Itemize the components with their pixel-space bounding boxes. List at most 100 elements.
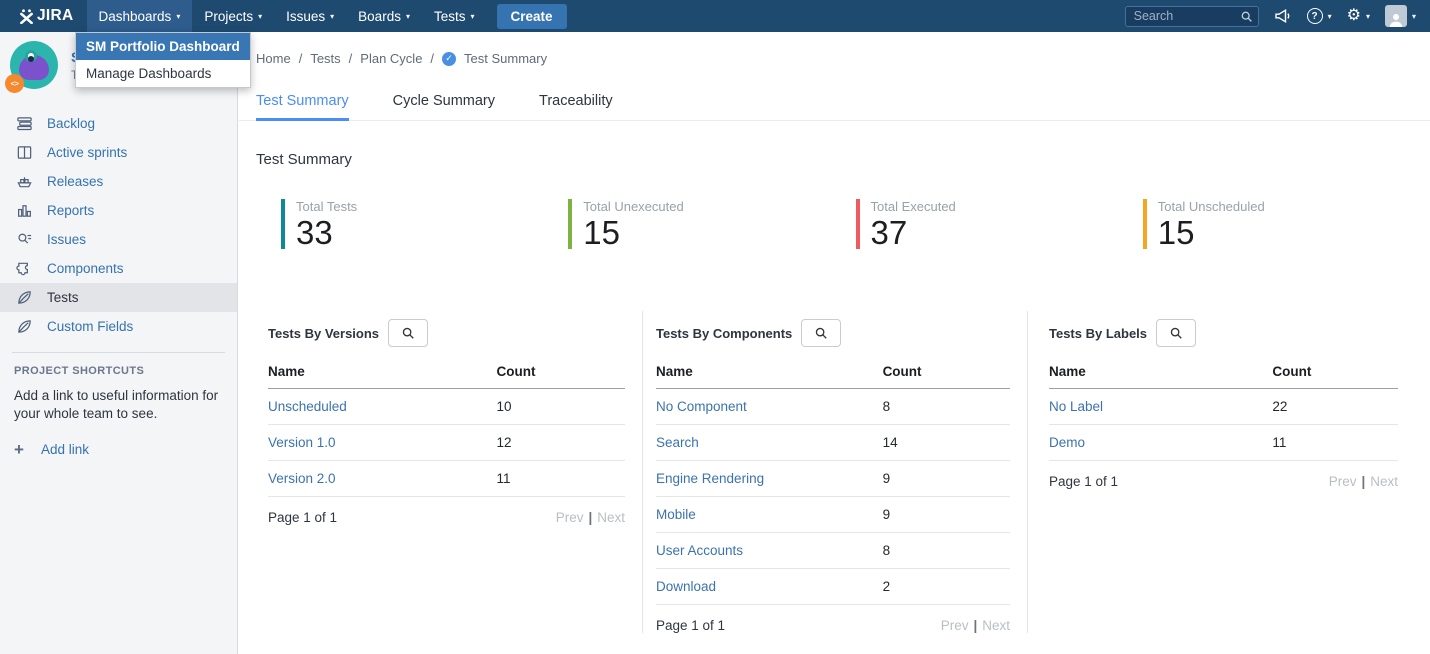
project-shortcuts-section: PROJECT SHORTCUTS Add a link to useful i… [0, 353, 237, 460]
gear-icon: ⚙ [1347, 8, 1361, 24]
breadcrumb-separator: / [430, 51, 434, 66]
row-link[interactable]: No Component [656, 399, 747, 414]
breadcrumb-home[interactable]: Home [256, 51, 291, 66]
row-link[interactable]: Search [656, 435, 699, 450]
jira-logo[interactable]: JIRA [0, 7, 87, 25]
create-button[interactable]: Create [497, 4, 567, 29]
nav-boards[interactable]: Boards ▾ [346, 0, 422, 32]
sidebar-item-backlog[interactable]: Backlog [0, 109, 237, 138]
tests-by-components-panel: Tests By Components Name Count No Compon… [642, 311, 1027, 633]
search-icon [401, 326, 415, 340]
announcements-megaphone-icon[interactable] [1274, 8, 1292, 24]
sidebar-item-releases[interactable]: Releases [0, 167, 237, 196]
page-indicator: Page 1 of 1 [656, 618, 725, 633]
prev-button[interactable]: Prev [556, 510, 584, 525]
project-shortcuts-description: Add a link to useful information for you… [14, 387, 223, 423]
search-icon [814, 326, 828, 340]
help-menu[interactable]: ? ▾ [1307, 8, 1332, 24]
tab-test-summary[interactable]: Test Summary [256, 93, 349, 121]
panel-title: Tests By Components [656, 326, 792, 341]
chevron-down-icon: ▾ [470, 12, 474, 21]
chevron-down-icon: ▾ [330, 12, 334, 21]
nav-dashboards[interactable]: Dashboards ▾ [87, 0, 193, 32]
jira-logo-text: JIRA [37, 7, 74, 25]
tab-traceability[interactable]: Traceability [539, 93, 613, 120]
settings-menu[interactable]: ⚙ ▾ [1347, 8, 1370, 24]
jira-logo-icon [19, 9, 34, 24]
row-link[interactable]: Mobile [656, 507, 696, 522]
sidebar-item-reports[interactable]: Reports [0, 196, 237, 225]
panel-title: Tests By Labels [1049, 326, 1147, 341]
sidebar-item-components[interactable]: Components [0, 254, 237, 283]
column-header-count: Count [496, 364, 625, 389]
labels-search-button[interactable] [1156, 319, 1196, 347]
project-sidebar: <> SM TP Backlog Active sprints Releases [0, 32, 238, 654]
nav-tests[interactable]: Tests ▾ [422, 0, 487, 32]
breadcrumb-tests[interactable]: Tests [310, 51, 340, 66]
chevron-down-icon: ▾ [1366, 12, 1370, 21]
tests-by-labels-panel: Tests By Labels Name Count No Label 22 D… [1027, 311, 1430, 633]
table-row: Version 1.0 12 [268, 425, 625, 461]
breadcrumb-test-summary: Test Summary [464, 51, 547, 66]
add-link-button[interactable]: + Add link [14, 440, 223, 460]
next-button[interactable]: Next [597, 510, 625, 525]
chevron-down-icon: ▾ [1412, 12, 1416, 21]
row-link[interactable]: User Accounts [656, 543, 743, 558]
user-avatar [1385, 5, 1407, 27]
next-button[interactable]: Next [1370, 474, 1398, 489]
page-title: Test Summary [256, 151, 1430, 168]
table-row: Search 14 [656, 425, 1010, 461]
tables-section: Tests By Versions Name Count Unscheduled… [239, 311, 1430, 633]
column-header-name: Name [656, 364, 883, 389]
plus-icon: + [14, 440, 24, 460]
nav-issues[interactable]: Issues ▾ [274, 0, 346, 32]
prev-button[interactable]: Prev [1329, 474, 1357, 489]
sidebar-item-tests[interactable]: Tests [0, 283, 237, 312]
sidebar-item-active-sprints[interactable]: Active sprints [0, 138, 237, 167]
dashboards-dropdown-menu: SM Portfolio Dashboard Manage Dashboards [75, 32, 251, 88]
table-row: Demo 11 [1049, 425, 1398, 461]
pager-pipe: | [588, 510, 592, 525]
tests-by-versions-panel: Tests By Versions Name Count Unscheduled… [239, 311, 642, 633]
row-link[interactable]: Engine Rendering [656, 471, 764, 486]
chevron-down-icon: ▾ [1328, 12, 1332, 21]
table-row: Version 2.0 11 [268, 461, 625, 497]
row-link[interactable]: Version 2.0 [268, 471, 336, 486]
stats-row: Total Tests 33 Total Unexecuted 15 Total… [239, 199, 1430, 249]
search-icon [1240, 10, 1253, 28]
project-shortcuts-title: PROJECT SHORTCUTS [14, 365, 223, 377]
menu-item-manage-dashboards[interactable]: Manage Dashboards [76, 60, 250, 87]
user-menu[interactable]: ▾ [1385, 5, 1416, 27]
next-button[interactable]: Next [982, 618, 1010, 633]
versions-search-button[interactable] [388, 319, 428, 347]
nav-projects[interactable]: Projects ▾ [192, 0, 274, 32]
row-link[interactable]: Version 1.0 [268, 435, 336, 450]
tab-cycle-summary[interactable]: Cycle Summary [393, 93, 495, 120]
row-link[interactable]: No Label [1049, 399, 1103, 414]
custom-fields-leaf-icon [16, 318, 33, 335]
table-row: No Label 22 [1049, 389, 1398, 425]
global-search-input[interactable] [1125, 6, 1259, 27]
main-content: Home / Tests / Plan Cycle / ✓ Test Summa… [239, 32, 1430, 654]
breadcrumb-plan-cycle[interactable]: Plan Cycle [360, 51, 422, 66]
sidebar-item-issues[interactable]: Issues [0, 225, 237, 254]
backlog-icon [16, 115, 33, 132]
tests-leaf-icon [16, 289, 33, 306]
row-link[interactable]: Demo [1049, 435, 1085, 450]
search-icon [1169, 326, 1183, 340]
pager-pipe: | [1361, 474, 1365, 489]
column-header-count: Count [883, 364, 1010, 389]
column-header-name: Name [1049, 364, 1272, 389]
table-row: Mobile 9 [656, 497, 1010, 533]
row-link[interactable]: Unscheduled [268, 399, 347, 414]
table-row: Engine Rendering 9 [656, 461, 1010, 497]
stat-total-unscheduled: Total Unscheduled 15 [1143, 199, 1430, 249]
sidebar-item-custom-fields[interactable]: Custom Fields [0, 312, 237, 341]
components-puzzle-icon [16, 260, 33, 277]
row-link[interactable]: Download [656, 579, 716, 594]
menu-item-sm-portfolio-dashboard[interactable]: SM Portfolio Dashboard [76, 33, 250, 60]
prev-button[interactable]: Prev [941, 618, 969, 633]
page-indicator: Page 1 of 1 [1049, 474, 1118, 489]
releases-ship-icon [16, 173, 33, 190]
components-search-button[interactable] [801, 319, 841, 347]
